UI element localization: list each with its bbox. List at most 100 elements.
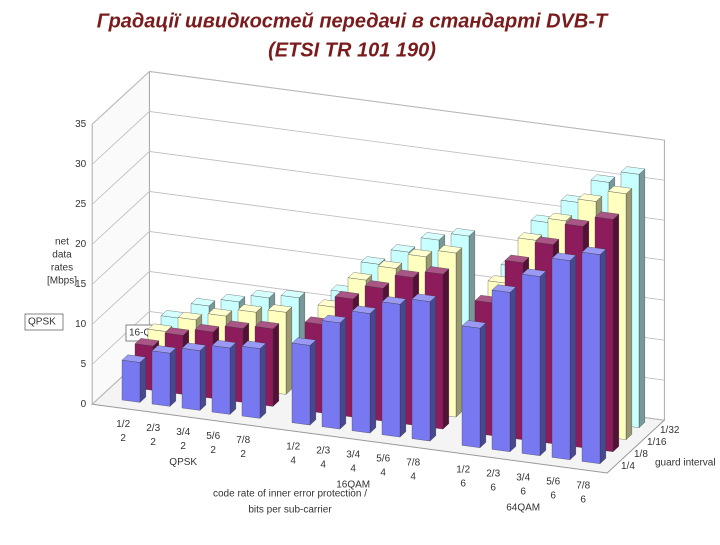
- y-tick-label: 30: [75, 159, 87, 170]
- bar: [291, 337, 317, 426]
- bar-front: [491, 289, 511, 452]
- bar-side: [569, 254, 576, 461]
- bar-front: [121, 359, 141, 403]
- bar-side: [369, 307, 377, 434]
- legend-label: 1/16: [647, 437, 667, 448]
- x-tick-label: 4: [290, 456, 296, 467]
- y-axis-label: net: [55, 237, 69, 248]
- annotation: 16-QAM: [129, 328, 166, 339]
- y-axis-label: rates: [51, 263, 73, 274]
- x-tick-label: 6: [580, 494, 586, 505]
- y-tick-label: 0: [81, 399, 87, 410]
- bar: [521, 268, 547, 457]
- bar-front: [381, 301, 401, 438]
- x-tick-label: 5/6: [376, 454, 390, 465]
- grid-line: [91, 111, 665, 181]
- bar-front: [521, 274, 541, 456]
- x-tick-label: 4: [410, 472, 416, 483]
- bar-front: [551, 258, 571, 460]
- x-tick-label: 3/4: [346, 450, 360, 461]
- x-tick-label: 6: [550, 490, 556, 501]
- bar-side: [612, 213, 619, 453]
- y-axis-label: data: [52, 250, 72, 261]
- x-tick-label: 1/2: [456, 464, 470, 475]
- bar: [411, 293, 437, 442]
- bar-side: [199, 344, 207, 411]
- grid-line: [91, 151, 665, 221]
- x-tick-label: 5/6: [206, 431, 220, 442]
- bar-side: [429, 295, 437, 442]
- bar-side: [139, 356, 147, 403]
- bar: [461, 320, 487, 449]
- bar-side: [272, 323, 280, 407]
- chart-title: Градації швидкостей передачі в стандарті…: [97, 10, 609, 32]
- bar-front: [151, 350, 171, 407]
- bar-side: [309, 339, 317, 426]
- x-tick-label: 2: [150, 437, 156, 448]
- bar: [491, 284, 517, 453]
- x-tick-label: 2: [180, 441, 186, 452]
- y-tick-label: 5: [81, 359, 87, 370]
- y-tick-label: 20: [75, 239, 87, 250]
- group-label: 16QAM: [336, 480, 370, 491]
- bar-front: [581, 252, 601, 464]
- x-tick-label: 7/8: [576, 480, 590, 491]
- legend-label: 1/8: [634, 449, 648, 460]
- bar-front: [291, 342, 311, 426]
- bar-side: [638, 168, 645, 429]
- x-tick-label: 2/3: [316, 446, 330, 457]
- annotation: QPSK: [28, 317, 56, 328]
- y-axis-label: [Mbps]: [47, 276, 77, 287]
- x-tick-label: 7/8: [236, 435, 250, 446]
- x-axis-label: code rate of inner error protection /: [213, 489, 367, 500]
- bar-side: [479, 322, 487, 449]
- bar: [121, 354, 147, 403]
- group-label: 64QAM: [506, 502, 540, 513]
- bar-side: [509, 286, 516, 453]
- x-tick-label: 6: [490, 482, 496, 493]
- y-tick-label: 15: [75, 279, 87, 290]
- x-tick-label: 2: [240, 449, 246, 460]
- x-tick-label: 1/2: [116, 419, 130, 430]
- x-axis-label: bits per sub-carrier: [248, 505, 332, 516]
- x-tick-label: 4: [320, 460, 326, 471]
- x-tick-label: 7/8: [406, 458, 420, 469]
- bar-side: [625, 188, 632, 441]
- bar-side: [539, 270, 546, 457]
- x-tick-label: 5/6: [546, 476, 560, 487]
- bar: [351, 305, 377, 434]
- bar-front: [241, 346, 261, 419]
- x-tick-label: 2/3: [146, 423, 160, 434]
- bar: [381, 296, 407, 438]
- x-tick-label: 2: [120, 433, 126, 444]
- bar: [241, 340, 267, 419]
- x-tick-label: 4: [380, 468, 386, 479]
- grid-line: [91, 71, 665, 141]
- x-tick-label: 6: [520, 486, 526, 497]
- bar-side: [455, 247, 463, 418]
- z-axis-label: guard interval: [655, 458, 716, 469]
- y-tick-label: 35: [75, 119, 87, 130]
- bar-front: [181, 348, 201, 411]
- bar-front: [461, 325, 481, 448]
- y-tick-label: 10: [75, 319, 87, 330]
- bar: [581, 246, 607, 465]
- bar: [181, 342, 207, 411]
- legend-label: 1/4: [621, 461, 635, 472]
- bar: [321, 314, 347, 430]
- bar-side: [285, 306, 293, 395]
- bar-side: [229, 342, 237, 415]
- bar-side: [399, 298, 407, 438]
- chart-subtitle: (ETSI TR 101 190): [268, 39, 436, 61]
- x-tick-label: 2: [210, 445, 216, 456]
- bar: [151, 345, 177, 407]
- y-tick-label: 25: [75, 199, 87, 210]
- grid-line: [91, 191, 665, 261]
- x-tick-label: 2/3: [486, 468, 500, 479]
- bar: [211, 340, 237, 415]
- bar: [551, 252, 577, 461]
- x-tick-label: 1/2: [286, 442, 300, 453]
- group-label: QPSK: [169, 457, 197, 468]
- x-tick-label: 3/4: [516, 472, 530, 483]
